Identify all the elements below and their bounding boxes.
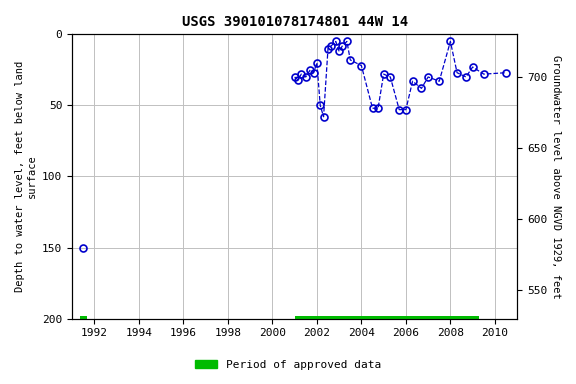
Legend: Period of approved data: Period of approved data (191, 356, 385, 375)
Y-axis label: Depth to water level, feet below land
surface: Depth to water level, feet below land su… (15, 61, 37, 292)
Y-axis label: Groundwater level above NGVD 1929, feet: Groundwater level above NGVD 1929, feet (551, 55, 561, 298)
Title: USGS 390101078174801 44W 14: USGS 390101078174801 44W 14 (181, 15, 408, 29)
